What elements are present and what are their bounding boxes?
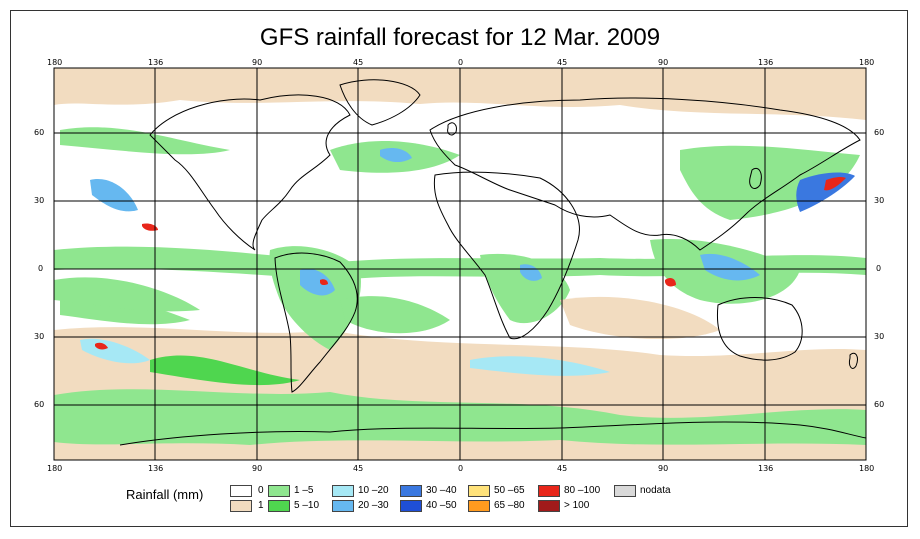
africa-outline	[433, 171, 580, 340]
rain-band-dateline-red	[142, 223, 158, 231]
graticule	[54, 68, 866, 460]
rain-band-africa-blue	[520, 264, 542, 281]
top-tick: 136	[758, 58, 774, 67]
top-tick: 0	[458, 58, 464, 67]
rain-band-indonesia-blue	[700, 253, 760, 281]
top-tick: 136	[148, 58, 164, 67]
bottom-tick: 136	[758, 464, 774, 473]
eurasia-outline	[429, 97, 861, 251]
bottom-tick: 0	[458, 464, 464, 473]
rain-band-s-atlantic	[340, 296, 450, 334]
south-america-outline	[274, 252, 358, 393]
top-tick: 90	[252, 58, 263, 67]
bottom-tick: 90	[252, 464, 263, 473]
left-tick: 60	[34, 400, 45, 409]
left-tick: 60	[34, 128, 45, 137]
top-tick: 180	[859, 58, 875, 67]
rain-band-south-pacific-red	[95, 342, 108, 350]
right-tick: 60	[874, 128, 885, 137]
japan-outline	[749, 167, 762, 189]
right-tick: 30	[874, 196, 885, 205]
rain-band-southern-green-2	[150, 355, 300, 386]
bottom-tick: 180	[47, 464, 63, 473]
bottom-tick: 45	[353, 464, 364, 473]
left-tick: 30	[34, 196, 45, 205]
page-title: GFS rainfall forecast for 12 Mar. 2009	[259, 24, 661, 51]
rain-band-tropics-east-pac	[54, 277, 200, 312]
rain-band-dateline-blue	[90, 179, 138, 212]
rain-band-southern-cyan	[470, 356, 610, 376]
new-zealand-outline	[849, 352, 858, 369]
left-tick: 0	[38, 264, 44, 273]
rain-band-indonesia-red	[665, 277, 676, 287]
map-border	[53, 67, 867, 461]
rain-band-indian-ocean	[560, 296, 720, 340]
coastlines	[119, 79, 866, 446]
right-tick: 0	[876, 264, 882, 273]
top-tick: 90	[658, 58, 669, 67]
right-tick: 30	[874, 332, 885, 341]
uk-outline	[447, 122, 457, 136]
right-tick: 60	[874, 400, 885, 409]
australia-outline	[716, 297, 803, 361]
bottom-tick: 136	[148, 464, 164, 473]
left-tick: 30	[34, 332, 45, 341]
antarctica-outline	[119, 421, 866, 446]
top-tick: 45	[557, 58, 568, 67]
bottom-tick: 45	[557, 464, 568, 473]
rain-band-amazon-blue	[300, 268, 335, 296]
bottom-tick: 180	[859, 464, 875, 473]
rain-band-africa	[480, 253, 570, 324]
top-tick: 45	[353, 58, 364, 67]
top-tick: 180	[47, 58, 63, 67]
greenland-outline	[339, 79, 421, 126]
rain-band-amazon	[269, 246, 361, 350]
rain-band-n-pacific-red	[824, 176, 846, 191]
figure-frame	[10, 10, 908, 527]
rain-band-n-atlantic-blue	[380, 147, 412, 163]
rain-band-north-green	[60, 127, 230, 155]
rain-band-amazon-red	[320, 279, 328, 286]
north-america-outline	[149, 94, 351, 251]
bottom-tick: 90	[658, 464, 669, 473]
